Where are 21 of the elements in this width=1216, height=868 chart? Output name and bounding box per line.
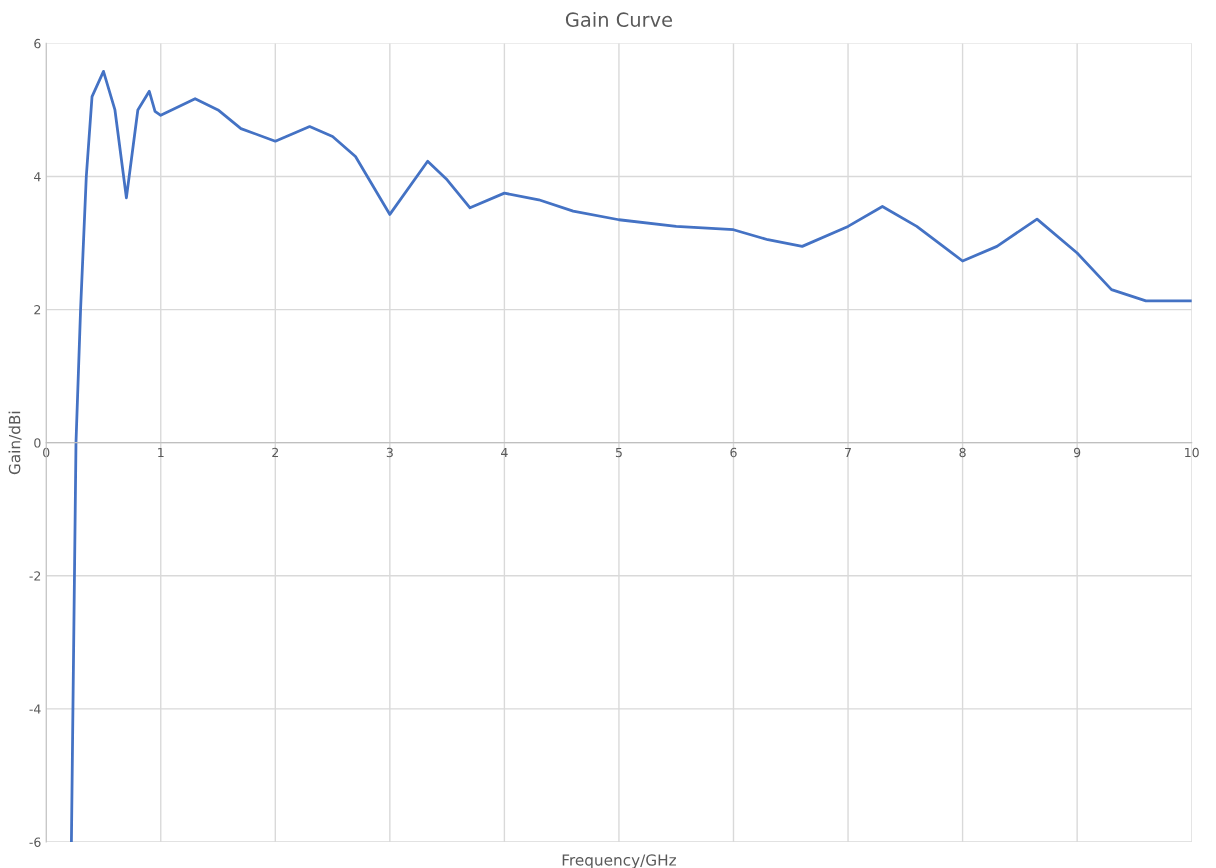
x-tick-label: 2 [272,447,279,458]
y-axis-title: Gain/dBi [8,411,22,475]
y-tick-label: -6 [29,837,41,847]
x-tick-label: 9 [1073,447,1081,458]
x-tick-label: 3 [386,447,393,458]
x-tick-label: 8 [959,447,966,458]
x-tick-label: 4 [501,447,508,458]
y-tick-label: 0 [34,438,41,448]
y-tick-label: 4 [34,172,41,182]
x-tick-label: 7 [845,447,851,458]
x-tick-label: 0 [43,447,50,458]
x-tick-label: 10 [1185,447,1199,458]
y-tick-label: 2 [34,305,41,315]
y-tick-label: 6 [34,38,41,49]
y-tick-label: -4 [29,704,41,714]
x-tick-label: 1 [158,447,164,458]
y-tick-label: -2 [29,571,41,581]
chart-title: Gain Curve [565,11,673,28]
x-tick-label: 6 [730,447,737,458]
x-axis-title: Frequency/GHz [562,854,676,868]
x-tick-label: 5 [615,447,622,458]
